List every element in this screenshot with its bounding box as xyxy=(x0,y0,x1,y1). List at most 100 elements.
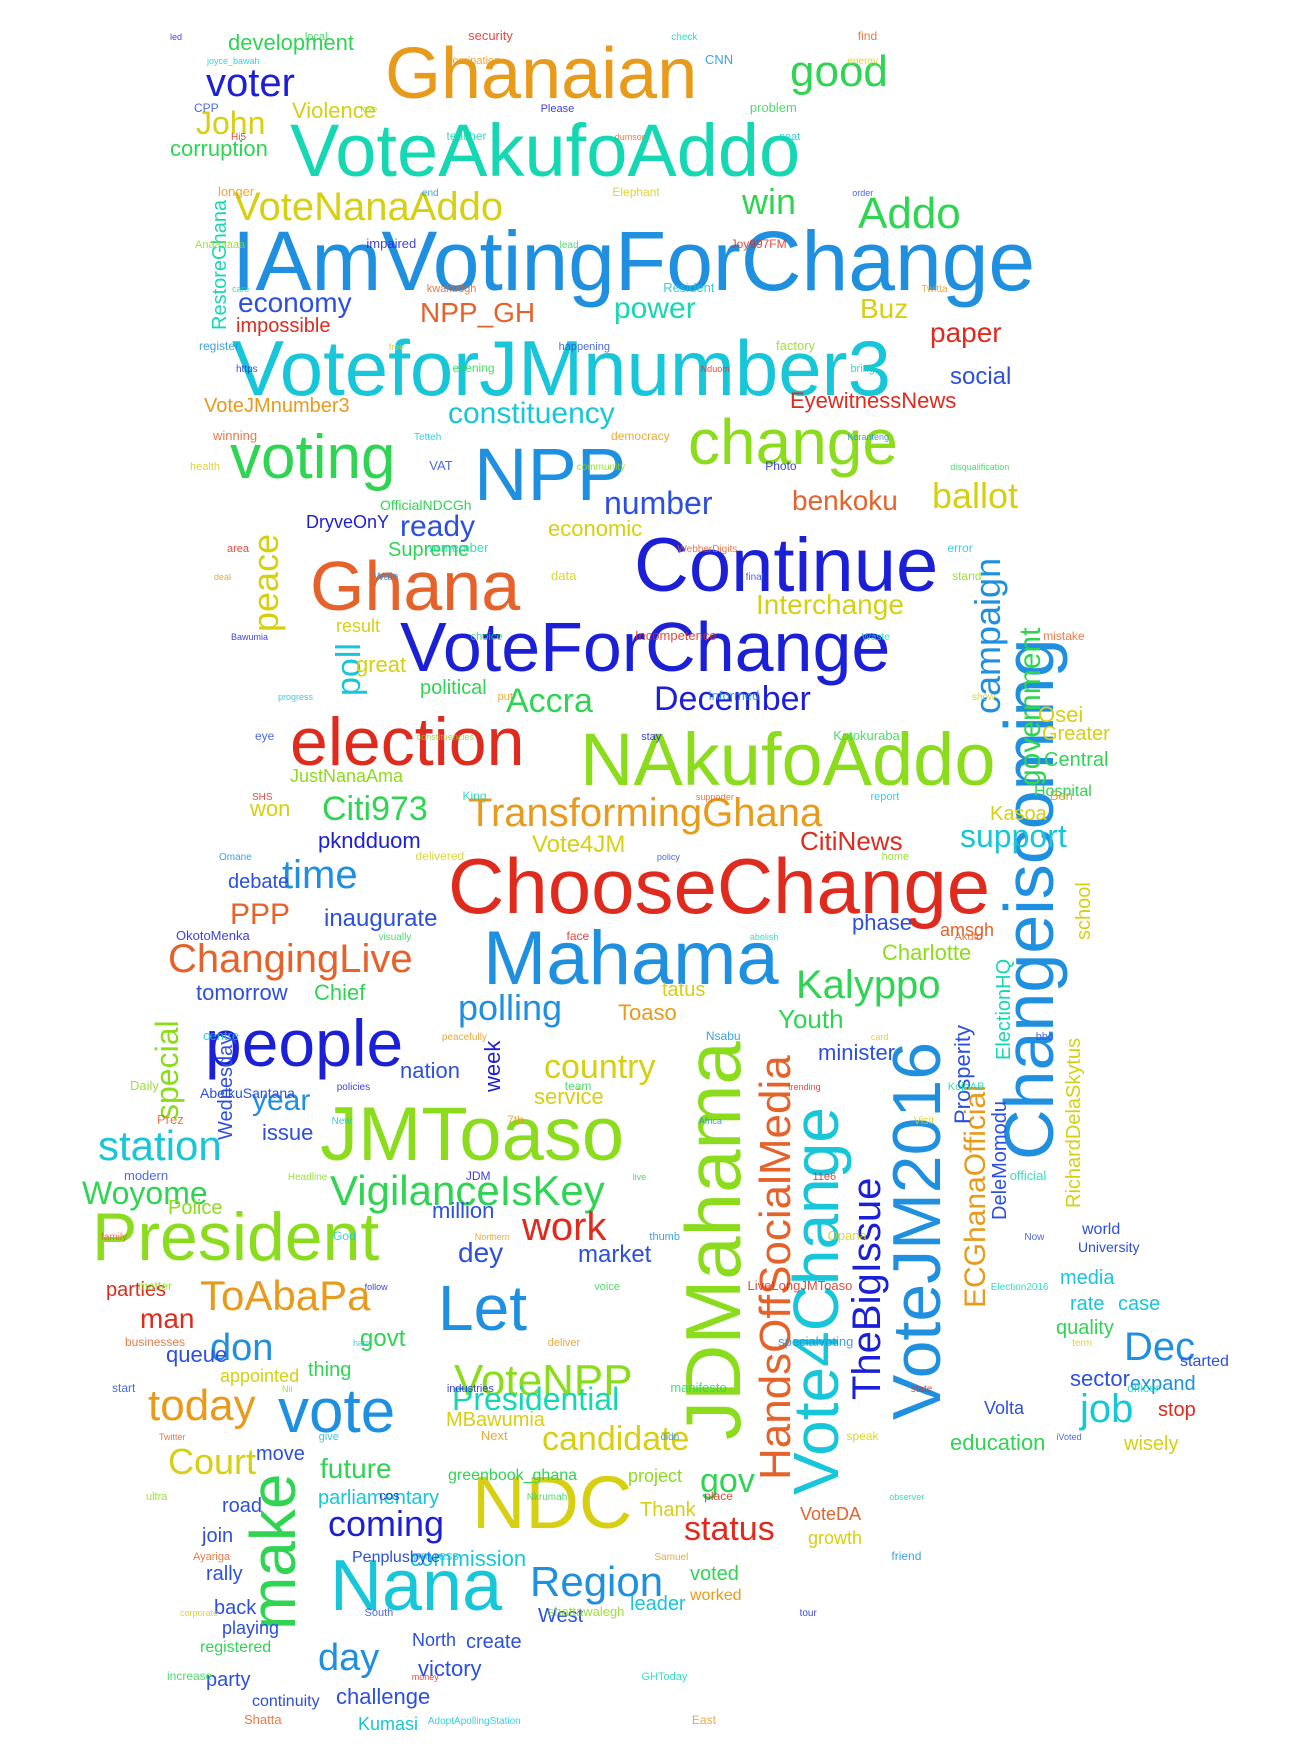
word-campaign: campaign xyxy=(967,558,1008,714)
word-rate: rate xyxy=(1070,1293,1104,1315)
tiny-word: Akufo xyxy=(955,931,983,943)
tiny-word: Next xyxy=(481,1428,508,1443)
tiny-word: Anaaaaaa xyxy=(195,239,246,251)
tiny-word: Resident xyxy=(663,280,715,295)
word-million: million xyxy=(432,1198,494,1223)
tiny-word: impaired xyxy=(366,236,416,251)
word-votejmnumber3: VoteJMnumber3 xyxy=(204,395,350,417)
tiny-word: modern xyxy=(124,1168,168,1183)
word-addo: Addo xyxy=(858,189,961,238)
tiny-word: manifesto xyxy=(670,1380,726,1395)
word-started: started xyxy=(1180,1353,1229,1370)
word-ballot: ballot xyxy=(932,475,1018,516)
word-rally: rally xyxy=(206,1563,243,1585)
tiny-word: put xyxy=(498,691,513,703)
word-cloud-tiny-words: led local security check find joyce_bawah nomi… xyxy=(101,28,1160,1727)
tiny-word: supporter xyxy=(696,792,734,802)
word-economic: economic xyxy=(548,516,642,541)
word-status: status xyxy=(684,1510,775,1548)
tiny-word: home xyxy=(882,851,910,863)
tiny-word: Tetteh xyxy=(414,432,441,443)
word-changinglive: ChangingLive xyxy=(168,937,413,981)
word-dec: Dec xyxy=(1124,1325,1195,1369)
word-expand: expand xyxy=(1130,1373,1196,1395)
tiny-word: register xyxy=(199,339,239,353)
tiny-word: informed xyxy=(709,688,760,703)
word-constituency: constituency xyxy=(448,397,615,430)
tiny-word: corporate xyxy=(180,1608,218,1618)
tiny-word: CPP xyxy=(194,101,219,115)
tiny-word: health xyxy=(190,461,220,473)
tiny-word: Headline xyxy=(288,1172,328,1183)
word-central: Central xyxy=(1044,749,1108,771)
tiny-word: official xyxy=(1010,1168,1047,1183)
tiny-word: Nii xyxy=(282,1384,293,1394)
word-voted: voted xyxy=(690,1563,739,1585)
word-npp: NPP xyxy=(474,433,626,516)
word-win: win xyxy=(741,181,796,222)
tiny-word: process xyxy=(413,1548,459,1563)
word-choosechange: ChooseChange xyxy=(448,842,990,930)
tiny-word: Now xyxy=(1024,1232,1045,1243)
word-voter: voter xyxy=(206,61,295,105)
tiny-word: 11e6 xyxy=(813,1171,837,1183)
word-votejm2016: VoteJM2016 xyxy=(879,1042,955,1420)
word-court: Court xyxy=(168,1441,256,1482)
word-chief: Chief xyxy=(314,980,366,1005)
word-issue: issue xyxy=(262,1120,313,1145)
word-school: school xyxy=(1073,882,1095,940)
tiny-word: face xyxy=(567,929,590,943)
tiny-word: winning xyxy=(212,428,257,443)
word-justnanaama: JustNanaAma xyxy=(290,766,404,786)
word-power: power xyxy=(614,292,696,325)
tiny-word: choice xyxy=(471,631,503,643)
word-voteforchange: VoteForChange xyxy=(400,608,890,686)
tiny-word: SHS xyxy=(252,792,273,803)
word-jmtoaso: JMToaso xyxy=(320,1092,624,1177)
word-cloud-medium-words: TransformingGhana ChangingLive Vigilance… xyxy=(82,47,1195,1679)
tiny-word: show xyxy=(972,692,996,703)
tiny-word: democracy xyxy=(611,429,670,443)
tiny-word: Incompetence xyxy=(635,628,717,643)
tiny-word: Kotokuraba xyxy=(833,728,900,743)
word-station: station xyxy=(98,1122,222,1169)
word-president: President xyxy=(92,1199,379,1275)
tiny-word: security xyxy=(468,28,513,43)
tiny-word: God xyxy=(333,1229,356,1243)
tiny-word: nomination xyxy=(446,55,500,67)
tiny-word: end xyxy=(422,188,439,199)
tiny-word: factory xyxy=(776,338,816,353)
tiny-word: WebberDigits xyxy=(677,544,737,555)
tiny-word: centre xyxy=(203,1028,239,1043)
word-appointed: appointed xyxy=(220,1366,299,1386)
tiny-word: find xyxy=(858,29,877,43)
word-nakufoaddo: NAkufoAddo xyxy=(580,718,996,801)
word-commission: commission xyxy=(410,1546,526,1571)
tiny-word: free xyxy=(389,342,405,352)
word-people: people xyxy=(205,1006,403,1080)
tiny-word: didn xyxy=(660,1432,679,1443)
word-handsoffsocialmedia: HandsOffSocialMedia xyxy=(751,1055,800,1480)
word-good: good xyxy=(790,47,888,96)
word-continuity: continuity xyxy=(252,1693,320,1710)
tiny-word: bbc xyxy=(1036,1031,1054,1043)
tiny-word: South xyxy=(365,1607,394,1619)
word-kalyppo: Kalyppo xyxy=(796,963,941,1007)
tiny-word: Samuel xyxy=(654,1552,688,1563)
tiny-word: policy xyxy=(657,852,681,862)
word-eyewitnessnews: EyewitnessNews xyxy=(790,388,956,413)
word-hospital: Hospital xyxy=(1034,783,1092,800)
tiny-word: hard xyxy=(353,1338,371,1348)
word-accra: Accra xyxy=(506,682,593,720)
tiny-word: Wale xyxy=(374,571,399,583)
word-case: case xyxy=(1118,1293,1160,1315)
tiny-word: Ben xyxy=(1050,788,1073,803)
tiny-word: cos xyxy=(379,1488,400,1503)
word-osei: Osei xyxy=(1038,702,1083,727)
word-continue: Continue xyxy=(634,523,938,608)
word-region: Region xyxy=(530,1558,663,1605)
tiny-word: specialvoting xyxy=(778,1334,853,1349)
tiny-word: remember xyxy=(429,540,489,555)
word-restoreghana: RestoreGhana xyxy=(209,199,231,330)
word-voteda: VoteDA xyxy=(800,1504,861,1524)
